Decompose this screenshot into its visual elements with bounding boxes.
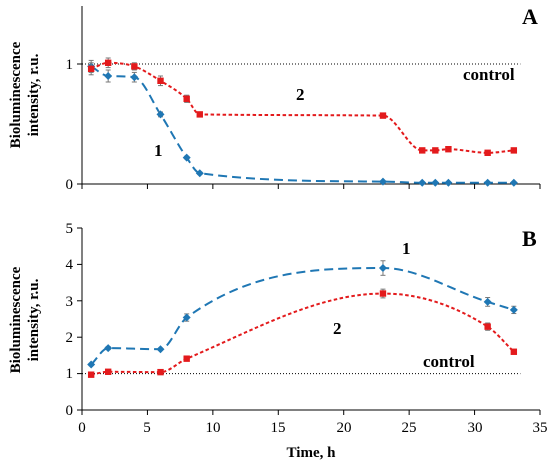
panel-b-series-group	[87, 260, 518, 378]
panel-a-series-1-point	[156, 110, 165, 119]
panel-a-series-2-label: 2	[296, 85, 305, 104]
panel-a-series-2-point	[196, 111, 203, 118]
panel-a-series-2-point	[419, 147, 426, 154]
panel-a-series-2-point	[379, 112, 387, 119]
panel-b-ytick-0: 0	[66, 403, 74, 419]
panel-a-series-2-point	[157, 77, 164, 84]
panel-a-series-2-point	[131, 63, 138, 70]
panel-b-y-axis-title-line-1: Bioluminescence	[8, 266, 24, 373]
panel-b: 0 1 2 3 4 5 Bioluminescence intensity, r…	[8, 221, 540, 419]
panel-a-control-label: control	[463, 65, 515, 84]
panel-b-y-axis-title-line-2: intensity, r.u.	[26, 278, 42, 361]
panel-b-series-1-point	[182, 313, 191, 322]
x-axis-title: Time, h	[287, 445, 337, 461]
panel-b-series-1-point	[378, 264, 387, 273]
panel-b-series-1-point	[483, 297, 492, 306]
panel-b-series-2-label: 2	[333, 319, 342, 338]
panel-b-series-1-label: 1	[402, 239, 411, 258]
panel-a-series-2-point	[432, 147, 439, 154]
panel-b-series-2-point	[87, 371, 95, 378]
panel-b-series-1-point	[87, 360, 96, 369]
panel-b-ytick-3: 3	[66, 294, 74, 310]
panel-b-series-1-point	[156, 345, 165, 354]
panel-b-letter: B	[522, 226, 537, 251]
panel-a-series-2-point	[484, 149, 491, 156]
panel-a-series-group	[87, 57, 518, 187]
panel-a-series-2-point	[87, 65, 95, 72]
panel-a-series-2-point	[510, 147, 518, 154]
panel-a-series-1-point	[378, 177, 387, 186]
panel-a-series-1-point	[444, 178, 453, 187]
panel-a: 0 1 Bioluminescence intensity, r.u. A co…	[8, 4, 540, 193]
panel-b-ytick-4: 4	[66, 257, 74, 273]
panel-a-series-1-point	[104, 72, 113, 80]
panel-a-series-1-point	[483, 178, 492, 187]
x-tick-35: 35	[533, 420, 548, 436]
panel-a-ytick-0: 0	[66, 177, 74, 193]
panel-a-series-1-point	[418, 178, 427, 187]
panel-a-series-1-line	[90, 65, 514, 184]
x-axis-ticks	[81, 184, 541, 415]
panel-a-y-axis-title-line-1: Bioluminescence	[8, 41, 24, 148]
panel-b-series-2-line	[90, 292, 515, 376]
panel-b-ytick-marks	[77, 227, 82, 411]
panel-b-series-1-point	[509, 305, 518, 314]
panel-a-series-1-point	[431, 178, 440, 187]
x-tick-5: 5	[143, 420, 151, 436]
x-tick-0: 0	[78, 420, 86, 436]
panel-a-y-axis-title-line-2: intensity, r.u.	[26, 53, 42, 136]
panel-b-series-2-point	[379, 290, 387, 297]
panel-b-ytick-1: 1	[66, 366, 74, 382]
x-tick-30: 30	[468, 420, 483, 436]
panel-a-series-1-point	[195, 169, 204, 178]
panel-a-series-1-point	[509, 178, 518, 187]
panel-b-series-2-point	[510, 348, 518, 355]
panel-a-series-2-point	[445, 146, 452, 153]
x-tick-20: 20	[337, 420, 352, 436]
panel-a-series-2-point	[183, 95, 190, 102]
panel-a-series-2-line	[90, 61, 514, 154]
x-tick-15: 15	[271, 420, 286, 436]
panel-b-series-2-point	[183, 355, 190, 362]
panel-b-control-label: control	[423, 352, 475, 371]
panel-a-letter: A	[522, 4, 538, 29]
panel-b-series-1-point	[104, 344, 113, 353]
panel-a-series-1-point	[130, 73, 139, 82]
panel-b-ytick-5: 5	[66, 221, 74, 237]
x-tick-10: 10	[206, 420, 221, 436]
panel-b-series-2-point	[484, 323, 491, 330]
panel-b-series-1-line	[90, 267, 515, 366]
panel-a-series-1-point	[182, 153, 191, 162]
panel-b-series-2-point	[104, 368, 112, 375]
x-tick-25: 25	[402, 420, 417, 436]
panel-b-ytick-2: 2	[66, 330, 74, 346]
panel-b-series-2-point	[157, 368, 164, 376]
panel-a-ytick-1: 1	[66, 57, 74, 73]
panel-a-series-1-label: 1	[154, 141, 163, 160]
panel-a-series-2-point	[104, 59, 112, 66]
